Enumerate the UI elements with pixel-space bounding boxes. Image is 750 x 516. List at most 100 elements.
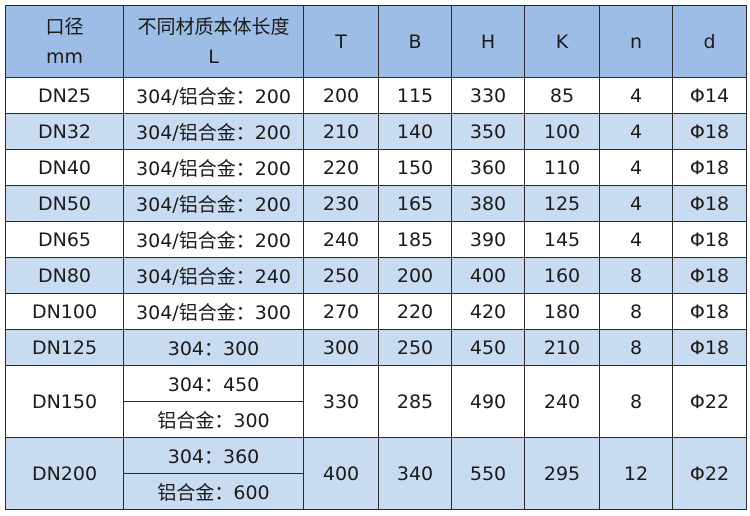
table-subrow: 铝合金：300 <box>6 401 747 438</box>
cell-h: 550 <box>451 437 525 510</box>
cell-length: 304/铝合金：200 <box>123 221 304 258</box>
cell-length: 铝合金：300 <box>123 401 304 438</box>
cell-h: 330 <box>451 77 525 114</box>
header-label: n <box>629 30 643 53</box>
cell-k: 295 <box>524 437 600 510</box>
cell-length: 304/铝合金：200 <box>123 113 304 150</box>
cell-h: 360 <box>451 149 525 186</box>
table-row: DN50 304/铝合金：200 230 165 380 125 4 Φ18 <box>5 185 747 222</box>
cell-length: 304：360 <box>123 437 304 474</box>
cell-diameter: DN100 <box>5 293 124 330</box>
header-label: 口径 <box>45 15 84 38</box>
cell-h: 490 <box>451 365 525 438</box>
cell-h: 380 <box>451 185 525 222</box>
cell-diameter: DN80 <box>5 257 124 294</box>
cell-n: 4 <box>599 149 673 186</box>
cell-d: Φ18 <box>672 185 747 222</box>
cell-diameter: DN65 <box>5 221 124 258</box>
cell-length: 304：300 <box>123 329 304 366</box>
cell-d: Φ18 <box>672 113 747 150</box>
header-label: 不同材质本体长度 <box>137 15 290 38</box>
cell-k: 110 <box>524 149 600 186</box>
cell-t: 240 <box>303 221 379 258</box>
table-row: DN100 304/铝合金：300 270 220 420 180 8 Φ18 <box>5 293 747 330</box>
cell-d: Φ18 <box>672 257 747 294</box>
cell-diameter: DN40 <box>5 149 124 186</box>
header-b: B <box>378 5 452 78</box>
cell-length: 304/铝合金：200 <box>123 77 304 114</box>
cell-d: Φ18 <box>672 149 747 186</box>
cell-length: 304/铝合金：200 <box>123 149 304 186</box>
header-label: H <box>480 30 496 53</box>
table-row: DN80 304/铝合金：240 250 200 400 160 8 Φ18 <box>5 257 747 294</box>
cell-n: 4 <box>599 113 673 150</box>
cell-t: 220 <box>303 149 379 186</box>
cell-n: 8 <box>599 329 673 366</box>
cell-length: 304/铝合金：240 <box>123 257 304 294</box>
cell-length: 304/铝合金：200 <box>123 185 304 222</box>
header-t: T <box>303 5 379 78</box>
cell-k: 145 <box>524 221 600 258</box>
header-sublabel: L <box>208 45 219 68</box>
cell-k: 180 <box>524 293 600 330</box>
cell-t: 330 <box>303 365 379 438</box>
table-row: DN150 304：450 330 285 490 240 8 Φ22 <box>5 365 747 438</box>
cell-n: 8 <box>599 257 673 294</box>
cell-k: 100 <box>524 113 600 150</box>
table-row: DN200 304：360 400 340 550 295 12 Φ22 <box>5 437 747 510</box>
cell-diameter: DN200 <box>5 437 124 510</box>
cell-h: 420 <box>451 293 525 330</box>
header-n: n <box>599 5 673 78</box>
cell-diameter: DN50 <box>5 185 124 222</box>
cell-b: 340 <box>378 437 452 510</box>
cell-k: 85 <box>524 77 600 114</box>
header-label: d <box>703 30 716 53</box>
cell-h: 400 <box>451 257 525 294</box>
header-label: B <box>408 30 422 53</box>
cell-d: Φ18 <box>672 293 747 330</box>
cell-b: 140 <box>378 113 452 150</box>
cell-t: 230 <box>303 185 379 222</box>
cell-t: 200 <box>303 77 379 114</box>
cell-t: 300 <box>303 329 379 366</box>
cell-t: 250 <box>303 257 379 294</box>
cell-length: 304/铝合金：300 <box>123 293 304 330</box>
table-subrow: 铝合金：600 <box>6 473 747 510</box>
cell-n: 12 <box>599 437 673 510</box>
cell-d: Φ22 <box>672 437 747 510</box>
cell-d: Φ18 <box>672 329 747 366</box>
cell-b: 250 <box>378 329 452 366</box>
cell-t: 270 <box>303 293 379 330</box>
cell-length: 304：450 <box>123 365 304 402</box>
cell-b: 165 <box>378 185 452 222</box>
table-row: DN25 304/铝合金：200 200 115 330 85 4 Φ14 <box>5 77 747 114</box>
cell-b: 285 <box>378 365 452 438</box>
cell-d: Φ14 <box>672 77 747 114</box>
cell-t: 210 <box>303 113 379 150</box>
cell-b: 220 <box>378 293 452 330</box>
table-row: DN65 304/铝合金：200 240 185 390 145 4 Φ18 <box>5 221 747 258</box>
table-row: DN40 304/铝合金：200 220 150 360 110 4 Φ18 <box>5 149 747 186</box>
header-d: d <box>672 5 747 78</box>
cell-d: Φ22 <box>672 365 747 438</box>
cell-diameter: DN125 <box>5 329 124 366</box>
cell-diameter: DN150 <box>5 365 124 438</box>
cell-h: 390 <box>451 221 525 258</box>
cell-diameter: DN32 <box>5 113 124 150</box>
cell-n: 4 <box>599 185 673 222</box>
cell-d: Φ18 <box>672 221 747 258</box>
cell-k: 210 <box>524 329 600 366</box>
cell-b: 185 <box>378 221 452 258</box>
cell-k: 160 <box>524 257 600 294</box>
cell-k: 240 <box>524 365 600 438</box>
table-row: DN32 304/铝合金：200 210 140 350 100 4 Φ18 <box>5 113 747 150</box>
header-h: H <box>451 5 525 78</box>
cell-b: 115 <box>378 77 452 114</box>
cell-n: 8 <box>599 293 673 330</box>
table-row: DN125 304：300 300 250 450 210 8 Φ18 <box>5 329 747 366</box>
cell-h: 350 <box>451 113 525 150</box>
header-diameter: 口径 mm <box>5 5 124 78</box>
header-length: 不同材质本体长度 L <box>123 5 304 78</box>
